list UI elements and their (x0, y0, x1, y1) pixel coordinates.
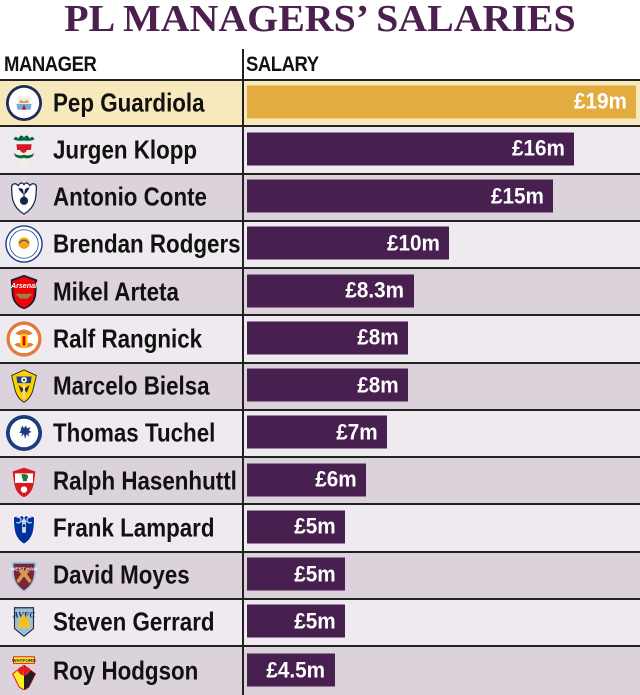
svg-text:WATFORD: WATFORD (12, 658, 36, 664)
svg-text:Arsenal: Arsenal (10, 282, 38, 290)
